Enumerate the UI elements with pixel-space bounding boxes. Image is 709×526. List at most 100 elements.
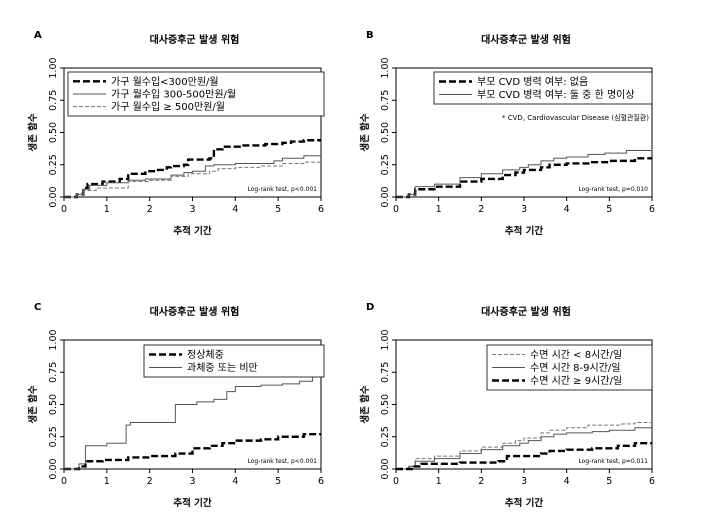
y-tick-label: 0.00 xyxy=(48,186,59,207)
chart-title: 대사증후군 발생 위험 xyxy=(481,33,571,46)
log-rank-note: Log-rank test, p<0.001 xyxy=(247,458,317,465)
x-axis-label: 추적 기간 xyxy=(173,497,212,509)
x-tick-label: 1 xyxy=(104,204,110,215)
x-tick-label: 6 xyxy=(318,476,324,487)
x-tick-label: 5 xyxy=(275,204,281,215)
chart-title: 대사증후군 발생 위험 xyxy=(150,305,240,318)
y-tick-label: 0.00 xyxy=(380,186,391,207)
panel-letter: D xyxy=(366,302,374,313)
series-line-3 xyxy=(396,442,652,471)
y-tick-label: 0.50 xyxy=(48,122,59,143)
legend: 가구 월수입<300만원/월가구 월수입 300-500만원/월가구 월수입 ≥… xyxy=(67,71,325,117)
x-tick-label: 4 xyxy=(564,204,570,215)
y-axis-label: 생존 함수 xyxy=(27,113,39,152)
x-tick-label: 2 xyxy=(478,476,484,487)
x-tick-label: 1 xyxy=(104,476,110,487)
legend-box xyxy=(67,71,325,117)
x-tick-label: 3 xyxy=(189,476,195,487)
panel-letter: B xyxy=(366,30,374,41)
y-tick-label: 0.25 xyxy=(48,426,59,447)
y-tick-label: 0.75 xyxy=(380,362,391,383)
x-tick-label: 5 xyxy=(606,204,612,215)
panel-C: C 대사증후군 발생 위험 0.00 0.25 0.50 0.75 1.00 0 1 2 3 4 5 6 추… xyxy=(27,302,325,509)
legend-label: 수면 시간 ≥ 9시간/일 xyxy=(530,375,622,387)
x-tick-label: 5 xyxy=(606,476,612,487)
legend-label: 가구 월수입 300-500만원/월 xyxy=(111,88,236,101)
y-tick-label: 0.50 xyxy=(380,122,391,143)
panel-D: D 대사증후군 발생 위험 0.00 0.25 0.50 0.75 1.00 0 1 2 3 4 5 6 추… xyxy=(359,302,655,509)
chart-title: 대사증후군 발생 위험 xyxy=(150,33,240,46)
series-line-3 xyxy=(64,161,321,198)
log-rank-note: Log-rank test, p=0.010 xyxy=(578,186,648,193)
log-rank-note: Log-rank test, p<0.001 xyxy=(247,186,317,193)
x-tick-label: 1 xyxy=(436,204,442,215)
y-tick-label: 0.25 xyxy=(380,426,391,447)
legend-label: 부모 CVD 병력 여부: 없음 xyxy=(477,75,588,88)
series-line-1 xyxy=(64,432,321,471)
y-tick-label: 0.00 xyxy=(380,458,391,479)
legend-label: 수면 시간 8-9시간/일 xyxy=(530,362,620,374)
x-tick-label: 6 xyxy=(649,204,655,215)
y-tick-label: 1.00 xyxy=(380,57,391,78)
x-axis-label: 추적 기간 xyxy=(505,497,544,509)
panel-A: A 대사증후군 발생 위험 0.00 0.25 0.50 0.75 1.00 0 1 2 3 4 5 6 추… xyxy=(27,30,325,237)
x-tick-label: 6 xyxy=(649,476,655,487)
legend: 수면 시간 < 8시간/일수면 시간 8-9시간/일수면 시간 ≥ 9시간/일 xyxy=(486,344,653,391)
x-tick-label: 4 xyxy=(564,476,570,487)
x-tick-label: 3 xyxy=(521,476,527,487)
y-tick-label: 0.75 xyxy=(380,90,391,111)
y-axis-label: 생존 함수 xyxy=(359,385,371,424)
x-tick-label: 4 xyxy=(232,204,238,215)
x-tick-label: 1 xyxy=(436,476,442,487)
x-tick-label: 3 xyxy=(189,204,195,215)
footnote: * CVD, Cardiovascular Disease (심혈관질환) xyxy=(502,113,649,122)
log-rank-note: Log-rank test, p=0.011 xyxy=(578,458,648,465)
series-line-2 xyxy=(396,149,653,198)
x-tick-label: 4 xyxy=(232,476,238,487)
x-tick-label: 0 xyxy=(61,204,67,215)
y-tick-label: 0.50 xyxy=(48,394,59,415)
series-line-1 xyxy=(64,139,321,199)
x-axis-label: 추적 기간 xyxy=(173,225,212,237)
legend-label: 부모 CVD 병력 여부: 둘 중 한 명이상 xyxy=(477,89,635,101)
legend-label: 정상체중 xyxy=(187,349,224,361)
series-line-1 xyxy=(396,157,652,199)
x-tick-label: 2 xyxy=(147,476,153,487)
legend-label: 가구 월수입<300만원/월 xyxy=(111,75,219,88)
y-axis-label: 생존 함수 xyxy=(27,385,39,424)
series-line-2 xyxy=(64,155,321,198)
x-tick-label: 3 xyxy=(521,204,527,215)
series-line-2 xyxy=(396,427,652,470)
panel-B: B 대사증후군 발생 위험 0.00 0.25 0.50 0.75 1.00 0 1 2 3 4 5 6 추… xyxy=(359,30,655,237)
y-axis-label: 생존 함수 xyxy=(359,113,371,152)
y-tick-label: 0.75 xyxy=(48,362,59,383)
y-tick-label: 0.00 xyxy=(48,458,59,479)
legend-box xyxy=(143,344,325,378)
legend-label: 가구 월수입 ≥ 500만원/월 xyxy=(111,100,225,113)
y-tick-label: 1.00 xyxy=(48,329,59,350)
legend-label: 과체중 또는 비만 xyxy=(187,362,258,374)
x-tick-label: 5 xyxy=(275,476,281,487)
x-tick-label: 2 xyxy=(147,204,153,215)
panel-letter: C xyxy=(34,302,41,313)
y-tick-label: 0.25 xyxy=(48,154,59,175)
x-tick-label: 0 xyxy=(61,476,67,487)
y-tick-label: 1.00 xyxy=(380,329,391,350)
x-axis-label: 추적 기간 xyxy=(505,225,544,237)
legend-label: 수면 시간 < 8시간/일 xyxy=(530,349,622,361)
y-tick-label: 0.25 xyxy=(380,154,391,175)
x-tick-label: 0 xyxy=(393,476,399,487)
x-tick-label: 2 xyxy=(478,204,484,215)
y-tick-label: 0.75 xyxy=(48,90,59,111)
legend-box xyxy=(433,71,653,105)
chart-title: 대사증후군 발생 위험 xyxy=(481,305,571,318)
y-tick-label: 0.50 xyxy=(380,394,391,415)
y-tick-label: 1.00 xyxy=(48,57,59,78)
x-tick-label: 0 xyxy=(393,204,399,215)
x-tick-label: 6 xyxy=(318,204,324,215)
series-line-2 xyxy=(64,374,322,470)
panel-letter: A xyxy=(34,30,42,41)
